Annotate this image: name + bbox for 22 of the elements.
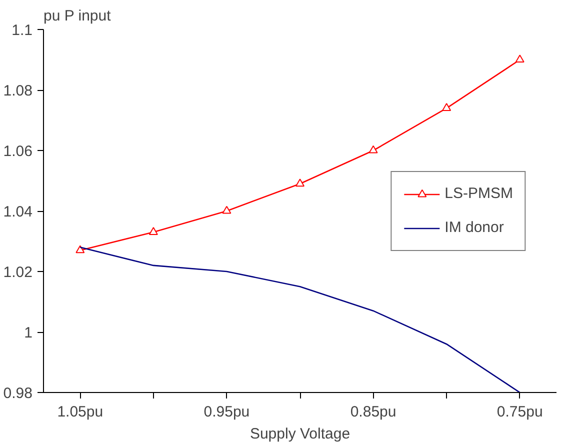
y-tick-label: 1.04 bbox=[3, 204, 33, 220]
point bbox=[368, 145, 378, 154]
y-tick-label: 1.08 bbox=[3, 82, 33, 100]
y-tick-label: 1 bbox=[24, 324, 32, 342]
point bbox=[222, 206, 232, 214]
legend-label: IM donor bbox=[444, 219, 504, 236]
y-tick-label: 1.02 bbox=[3, 264, 33, 281]
x-axis-title: Supply Voltage bbox=[250, 426, 350, 442]
x-tick-label: 0.75pu bbox=[496, 404, 543, 420]
y-axis-title: pu P input bbox=[44, 8, 112, 24]
legend-label: LS-PMSM bbox=[444, 185, 513, 202]
x-tick-label: 0.95pu bbox=[204, 404, 250, 420]
y-tick-label: 1.1 bbox=[12, 22, 33, 39]
point bbox=[76, 245, 85, 254]
point bbox=[515, 54, 524, 63]
point bbox=[148, 227, 158, 235]
x-tick-label: 1.05pu bbox=[57, 404, 104, 420]
point bbox=[442, 103, 452, 111]
x-tick-label: 0.85pu bbox=[350, 404, 396, 420]
y-tick-label: 0.98 bbox=[3, 385, 33, 402]
point bbox=[296, 178, 304, 187]
y-tick-label: 1.06 bbox=[3, 143, 33, 160]
